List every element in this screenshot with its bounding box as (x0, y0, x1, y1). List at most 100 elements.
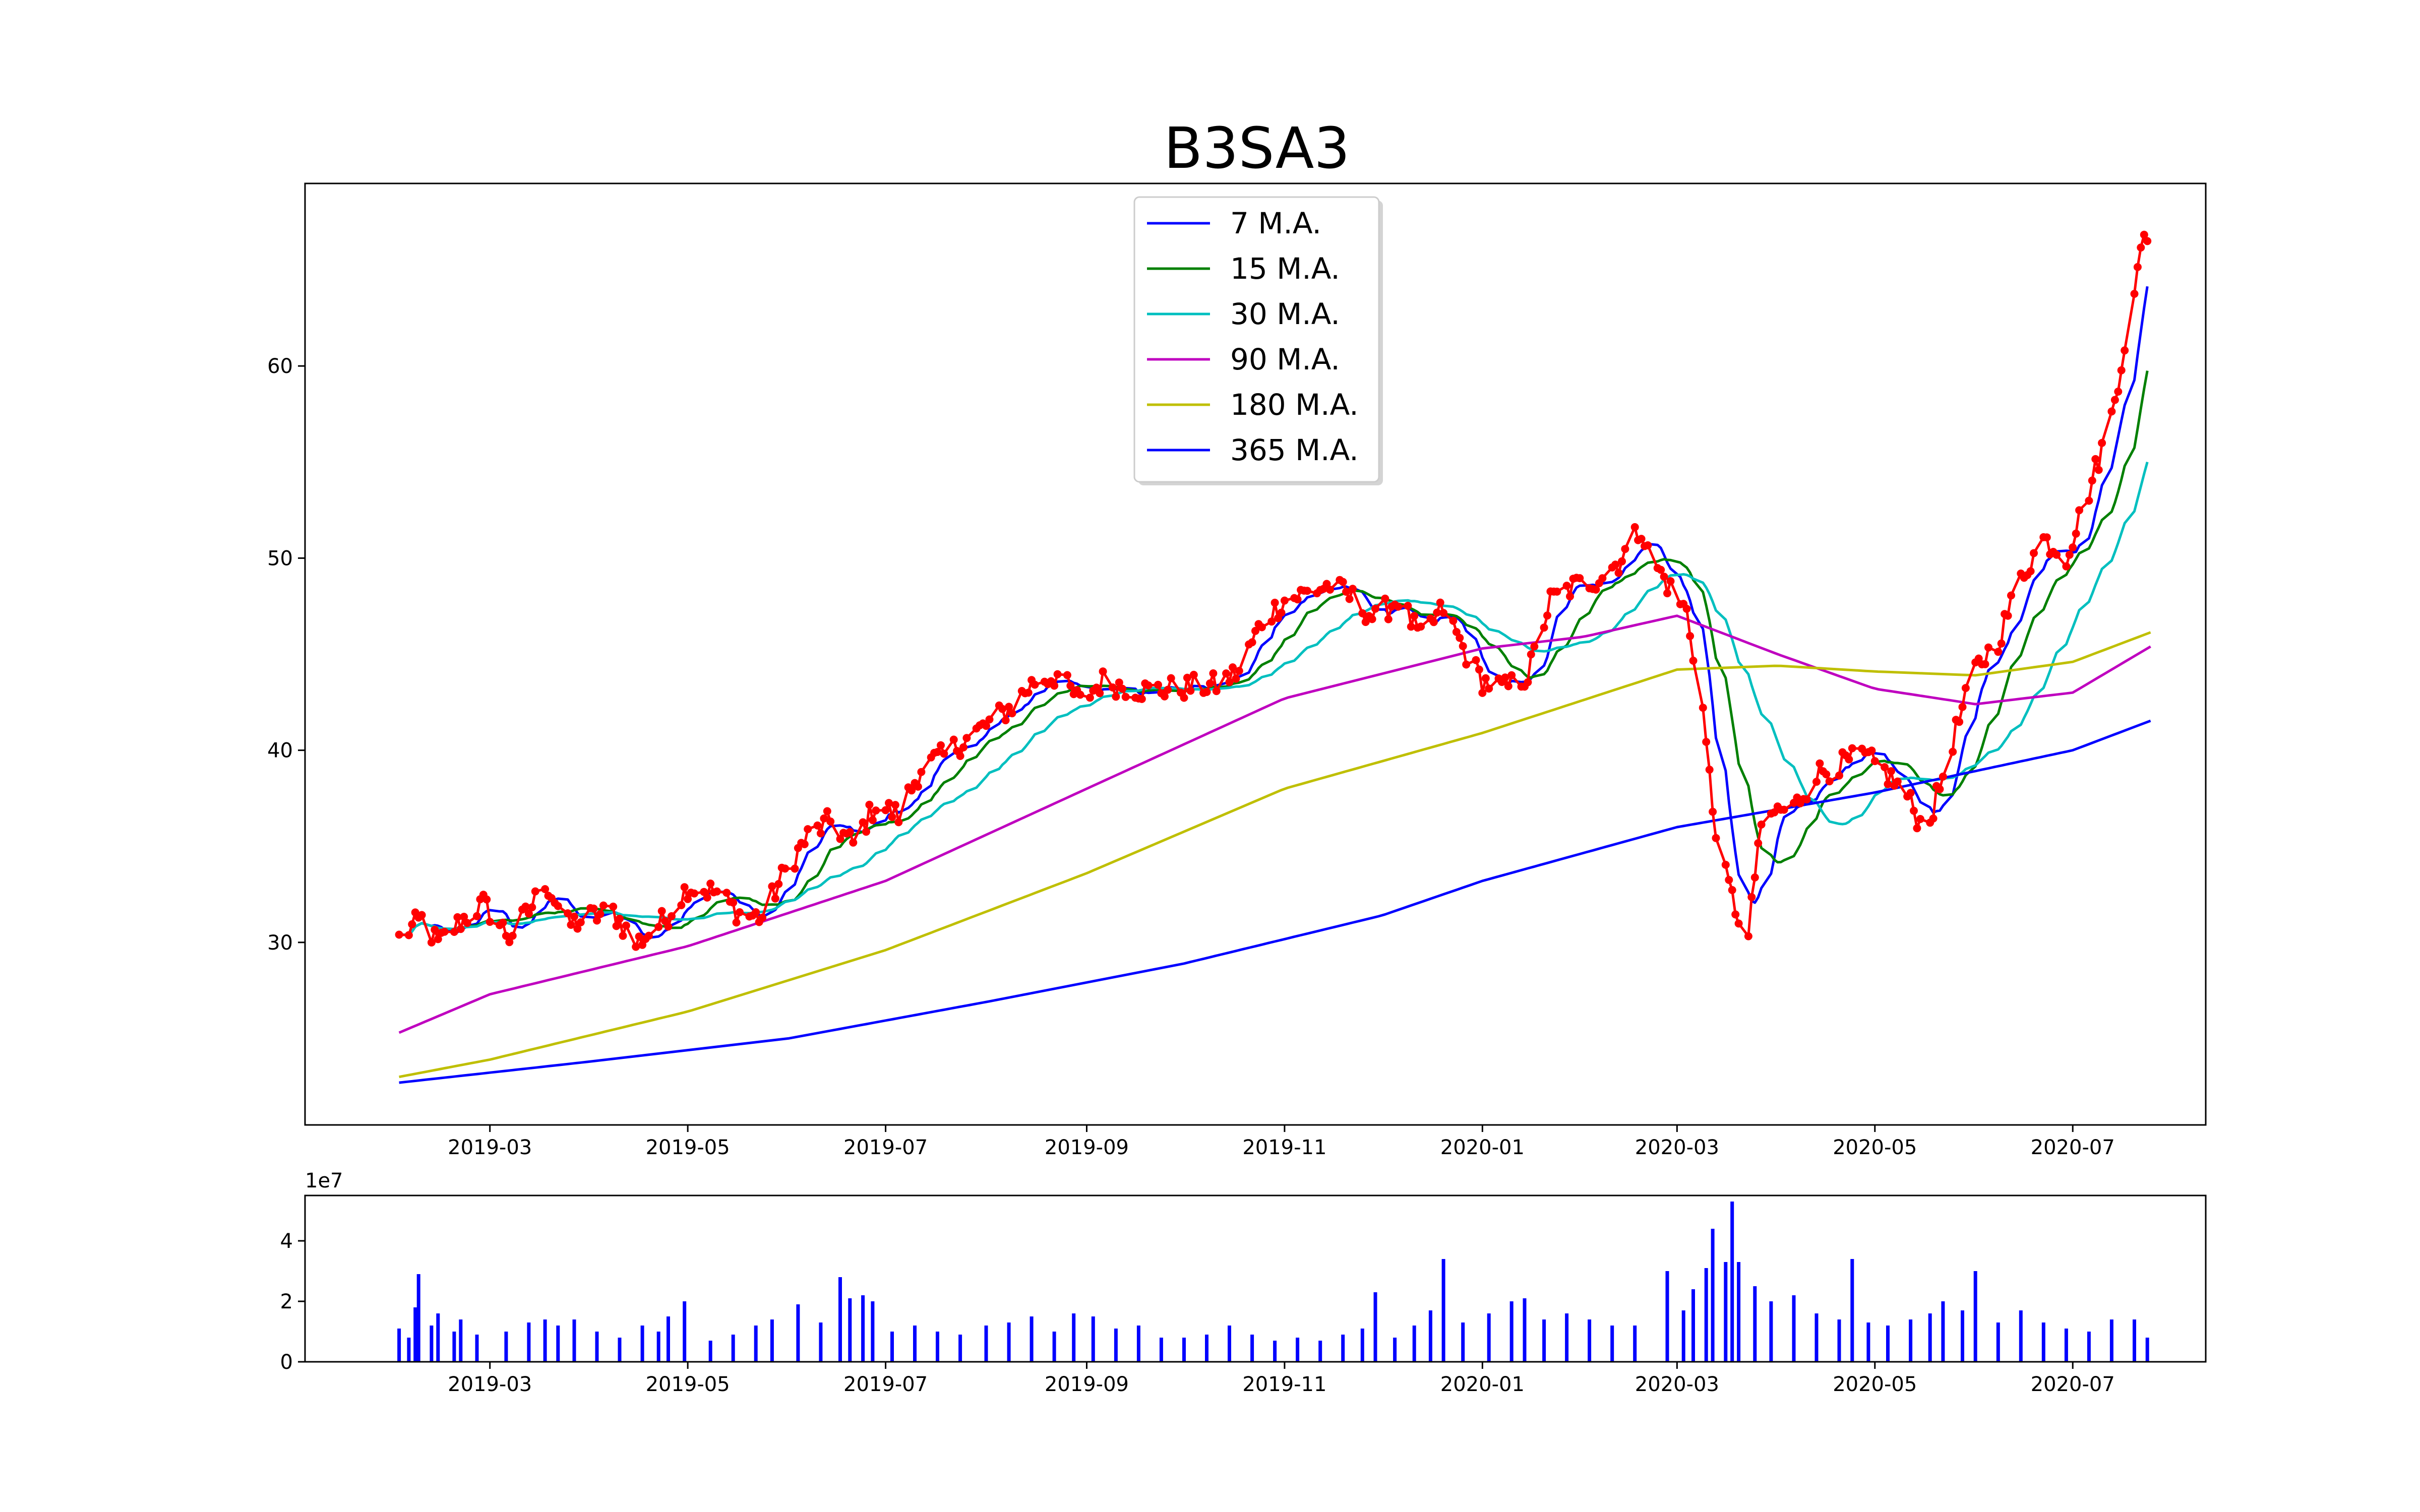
price-point (1981, 660, 1989, 668)
price-point (1433, 608, 1441, 617)
price-point (456, 925, 465, 933)
price-point (619, 931, 627, 940)
price-point (1076, 690, 1084, 699)
volume-bar (1205, 1335, 1208, 1362)
price-point (2130, 290, 2139, 298)
legend-items: 7 M.A. 15 M.A. 30 M.A. 90 M.A. 180 M.A. 365 M… (1147, 206, 1359, 467)
volume-bar (1769, 1301, 1773, 1362)
volume-bar (1030, 1316, 1034, 1362)
price-point (596, 910, 604, 918)
price-point (1906, 789, 1915, 797)
price-point (800, 840, 809, 848)
price-point (2094, 466, 2103, 474)
price-point (1115, 678, 1123, 687)
price-point (885, 799, 893, 807)
price-point (593, 916, 601, 925)
price-point (1744, 932, 1752, 940)
price-point (1721, 860, 1730, 869)
price-point (1910, 806, 1918, 815)
price-point (1358, 609, 1367, 617)
price-point (508, 931, 517, 940)
volume-bar (1393, 1338, 1397, 1362)
price-point (1540, 623, 1548, 632)
price-point (1507, 671, 1516, 679)
price-x-tick-label: 2020-03 (1635, 1136, 1719, 1159)
price-point (1001, 716, 1010, 725)
volume-bar (527, 1322, 531, 1362)
price-point (616, 914, 624, 923)
volume-x-tick-label: 2020-05 (1833, 1373, 1917, 1396)
price-point (956, 752, 964, 760)
volume-bar (1487, 1313, 1491, 1362)
price-point (836, 835, 844, 843)
volume-y-tick-label: 0 (280, 1351, 293, 1374)
price-point (959, 743, 967, 751)
price-point (1063, 671, 1071, 679)
volume-x-tick-label: 2020-03 (1635, 1373, 1719, 1396)
price-point (768, 882, 776, 891)
volume-bar (397, 1329, 401, 1362)
price-point (888, 813, 896, 822)
price-point (1666, 577, 1675, 586)
volume-bar (2041, 1322, 2045, 1362)
volume-bar (2133, 1319, 2136, 1362)
price-point (1566, 592, 1574, 601)
volume-bar (1441, 1259, 1445, 1362)
price-point (1845, 755, 1853, 764)
volume-y-tick-label: 2 (280, 1290, 293, 1313)
price-point (1189, 670, 1198, 679)
volume-bar (984, 1326, 988, 1362)
price-point (1524, 678, 1532, 686)
price-point (937, 741, 945, 749)
volume-bar (1296, 1338, 1300, 1362)
price-point (1705, 766, 1714, 774)
price-point (1050, 681, 1059, 690)
price-point (1913, 824, 1921, 833)
price-point (1154, 680, 1162, 689)
price-y-tick-label: 60 (267, 355, 293, 378)
price-point (2088, 476, 2096, 485)
volume-bar (2019, 1310, 2023, 1362)
price-point (1381, 594, 1389, 603)
price-point (1248, 638, 1256, 647)
price-point (1439, 609, 1448, 617)
price-y-tick-label: 40 (267, 739, 293, 763)
price-point (1929, 814, 1938, 823)
price-point (1251, 626, 1259, 635)
price-point (1884, 780, 1892, 788)
price-point (1663, 589, 1671, 598)
volume-bar (1136, 1326, 1140, 1362)
price-point (758, 913, 767, 922)
price-point (1614, 569, 1623, 577)
price-point (2133, 263, 2142, 271)
price-point (2098, 438, 2106, 447)
price-point (1267, 617, 1276, 626)
price-point (813, 821, 822, 830)
volume-bars (397, 1202, 2149, 1362)
volume-bar (1886, 1326, 1890, 1362)
volume-bar (475, 1335, 479, 1362)
price-point (2062, 562, 2071, 571)
price-point (891, 801, 899, 809)
volume-bar (1941, 1301, 1945, 1362)
price-point (914, 782, 922, 791)
price-point (1949, 747, 1957, 756)
volume-bar (504, 1332, 508, 1362)
volume-bar (1114, 1329, 1118, 1362)
price-point (1481, 674, 1490, 682)
price-point (644, 931, 653, 940)
series-line-1 (399, 370, 2149, 936)
price-point (1630, 523, 1639, 531)
price-point (1562, 582, 1571, 590)
volume-bar (430, 1326, 434, 1362)
price-y-ticks: 30 40 50 60 (267, 355, 305, 955)
legend-label-2: 30 M.A. (1230, 297, 1340, 331)
price-point (1085, 694, 1094, 702)
price-point (1229, 663, 1237, 672)
price-point (1160, 692, 1169, 701)
price-point (1209, 669, 1218, 677)
volume-bar (890, 1332, 894, 1362)
price-point (1802, 795, 1811, 804)
price-point (1257, 623, 1266, 632)
